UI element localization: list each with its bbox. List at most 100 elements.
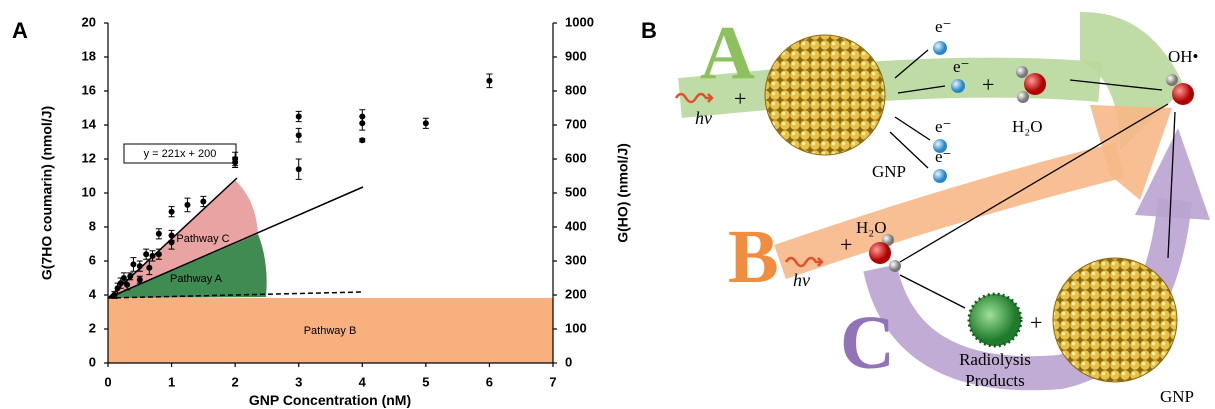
arrow	[1167, 111, 1176, 259]
pathway-label: A	[700, 11, 755, 95]
y2-tick-label: 400	[565, 218, 587, 233]
photon	[784, 256, 824, 268]
arrow	[894, 49, 929, 79]
electron-label: e⁻	[935, 147, 952, 166]
x-tick-label: 1	[168, 374, 175, 389]
point	[295, 132, 302, 139]
hydroxyl-label: OH•	[1168, 47, 1199, 66]
gnp-label: GNP	[1160, 387, 1194, 406]
electron	[933, 41, 947, 55]
point	[124, 281, 131, 288]
plus: +	[840, 232, 852, 257]
plus: +	[982, 72, 994, 97]
y-tick-label: 8	[89, 218, 96, 233]
point	[130, 261, 137, 268]
y-tick-label: 16	[82, 82, 96, 97]
x-tick-label: 5	[422, 374, 429, 389]
y-axis-label: G(7HO coumarin) (nmol/J)	[39, 106, 55, 280]
point	[155, 251, 162, 258]
point	[168, 232, 175, 239]
gnp	[764, 34, 886, 156]
photon-label: hν	[793, 270, 810, 290]
point	[146, 264, 153, 271]
electron-label: e⁻	[935, 17, 952, 36]
oxygen	[869, 242, 891, 264]
water-label: H₂O	[856, 218, 886, 237]
point	[232, 156, 239, 162]
x-tick-label: 4	[359, 374, 367, 389]
point	[359, 113, 366, 120]
oxygen	[1172, 83, 1194, 105]
point	[184, 201, 191, 208]
electron	[951, 79, 965, 93]
pathway-a-arrowhead	[1080, 11, 1185, 151]
hydrogen	[1166, 74, 1178, 86]
pathway-line	[107, 186, 364, 299]
panel-label: B	[641, 18, 657, 43]
arrows	[889, 49, 1176, 309]
y-tick-label: 4	[89, 286, 97, 301]
arrow	[894, 116, 931, 141]
y-tick-label: 6	[89, 252, 96, 267]
pathway-b-region	[108, 298, 553, 363]
gnp	[1052, 257, 1178, 383]
pathway-label: C	[840, 301, 895, 385]
point	[136, 263, 143, 270]
y-tick-label: 20	[82, 14, 96, 29]
region-label: Pathway C	[176, 233, 229, 245]
x-tick-label: 3	[295, 374, 302, 389]
arrow	[897, 85, 946, 94]
gnp-label: GNP	[872, 162, 906, 181]
x-tick-label: 2	[232, 374, 239, 389]
pathway-b-band	[774, 142, 1125, 280]
hydrogen	[1017, 91, 1029, 103]
electron-label: e⁻	[953, 57, 970, 76]
y-tick-label: 0	[89, 354, 96, 369]
point	[127, 273, 134, 280]
y2-tick-label: 600	[565, 150, 587, 165]
arrow	[899, 274, 966, 309]
y2-tick-label: 300	[565, 252, 587, 267]
y2-tick-label: 500	[565, 184, 587, 199]
water-label: H₂O	[1012, 117, 1042, 136]
panel-b: B A B C hν hν + + + + GNP GNP	[641, 11, 1210, 406]
y2-tick-label: 200	[565, 286, 587, 301]
radiolysis-products	[967, 292, 1023, 348]
electron-label: e⁻	[935, 117, 952, 136]
region-label: Pathway A	[170, 273, 223, 285]
point	[114, 285, 121, 292]
point	[149, 252, 156, 259]
point	[486, 77, 493, 84]
y2-tick-label: 900	[565, 48, 587, 63]
point	[295, 166, 302, 173]
point	[143, 251, 150, 258]
radiolysis-label: Radiolysis	[959, 350, 1031, 369]
baseline-line	[107, 291, 364, 299]
y2-tick-label: 800	[565, 82, 587, 97]
pathway-a-region	[108, 234, 267, 298]
arrow	[889, 131, 929, 169]
pathway-label: B	[728, 215, 779, 299]
y2-tick-label: 1000	[565, 14, 594, 29]
point	[136, 276, 143, 283]
equation: y = 221x + 200	[144, 148, 217, 160]
radiolysis-label: Products	[965, 371, 1025, 390]
point	[359, 137, 366, 144]
y2-tick-label: 100	[565, 320, 587, 335]
arrow	[1069, 79, 1163, 91]
panel-a: A y = 221x + 200 Pathway C Pathway A Pat…	[12, 14, 631, 408]
region-label: Pathway B	[304, 325, 357, 337]
y-tick-label: 12	[82, 150, 96, 165]
y-tick-label: 14	[82, 116, 97, 131]
x-tick-label: 0	[104, 374, 111, 389]
y-tick-label: 2	[89, 320, 96, 335]
x-axis-label: GNP Concentration (nM)	[249, 392, 411, 408]
point	[200, 198, 207, 205]
x-tick-label: 6	[486, 374, 493, 389]
point	[155, 230, 162, 237]
arrow	[899, 103, 1169, 263]
pathway-c-region	[108, 180, 258, 298]
point	[168, 208, 175, 215]
y-tick-label: 10	[82, 184, 96, 199]
hydrogen	[889, 260, 901, 272]
